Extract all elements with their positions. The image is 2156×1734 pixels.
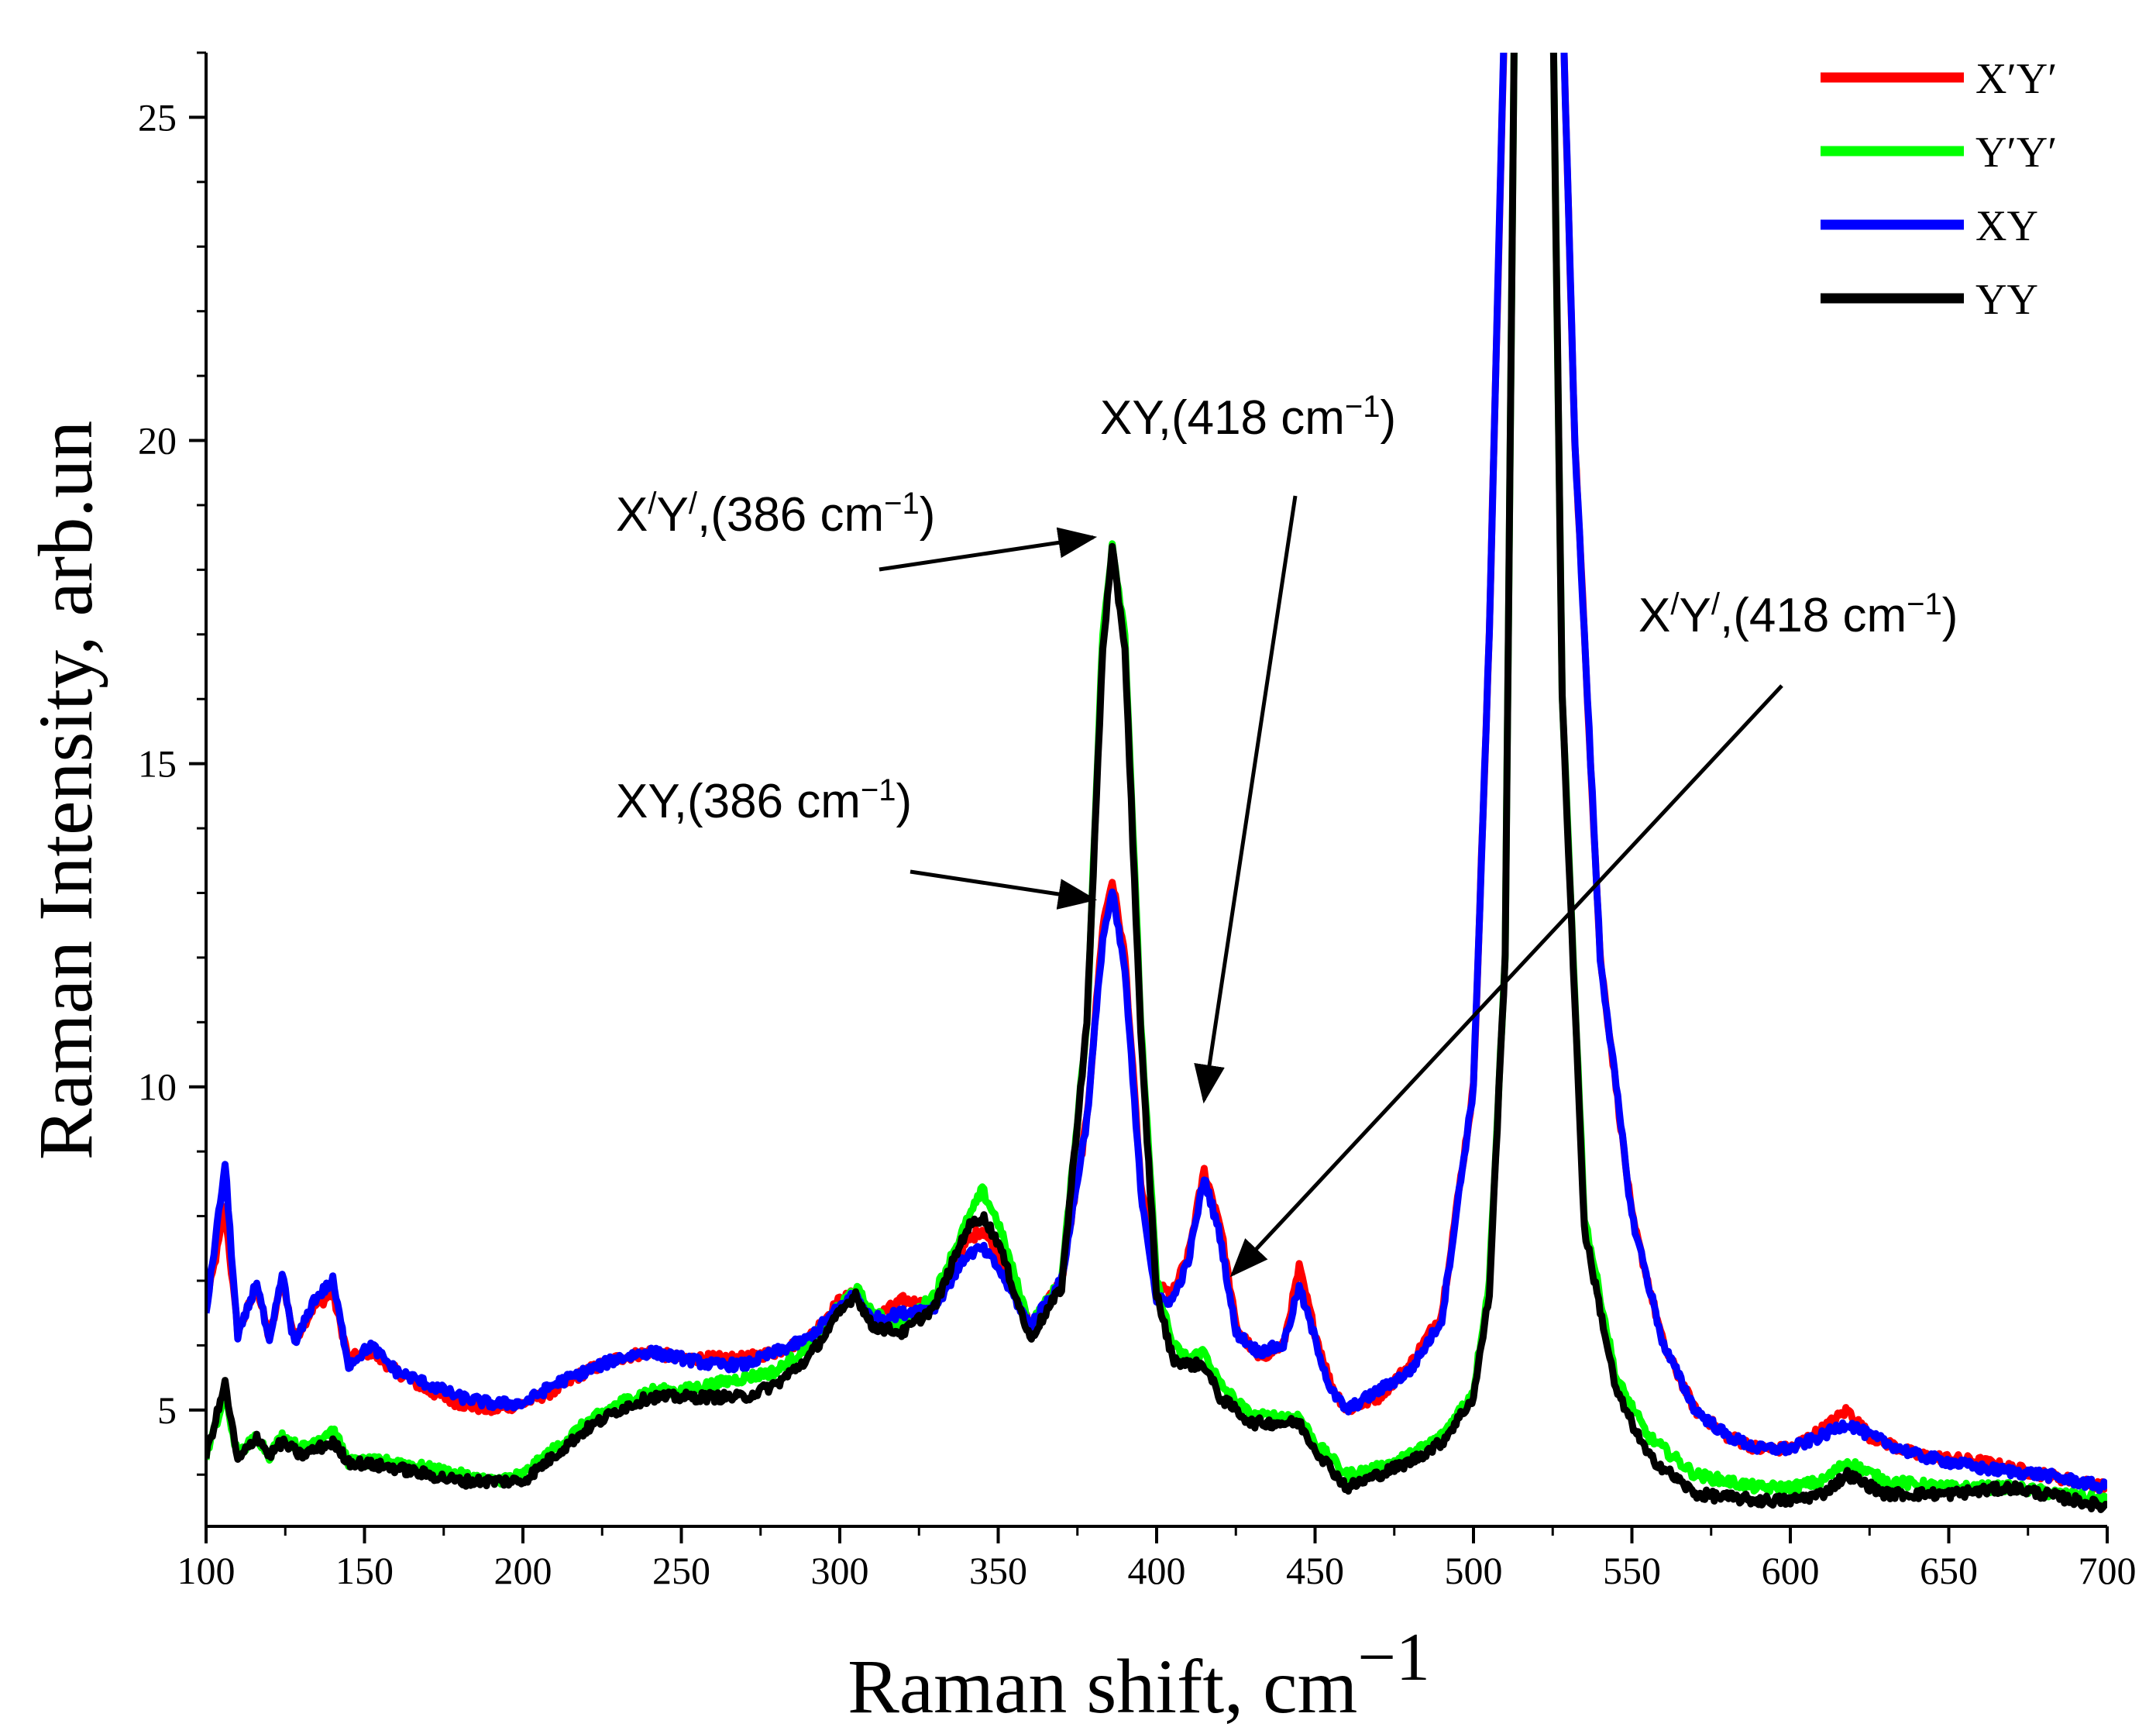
y-tick-label: 10: [138, 1065, 177, 1109]
x-tick-label: 550: [1603, 1549, 1661, 1592]
y-axis-title: Raman Intensity, arb.un: [22, 421, 108, 1160]
x-axis-title: Raman shift, cm−1: [848, 1620, 1430, 1729]
x-tick-label: 700: [2079, 1549, 2137, 1592]
series-layer: [206, 53, 2107, 1513]
x-tick-label: 200: [494, 1549, 552, 1592]
x-tick-label: 100: [177, 1549, 236, 1592]
y-tick-label: 5: [157, 1388, 177, 1432]
annotation-arrow: [1229, 684, 1783, 1278]
annotation-label: XY,(418 cm−1): [1100, 390, 1396, 445]
annotations: X/Y/,(386 cm−1) XY,(386 cm−1) XY,(418 cm−1…: [616, 390, 1958, 1278]
x-tick-label: 600: [1762, 1549, 1820, 1592]
y-tick-label: 25: [138, 95, 177, 139]
legend-label: YY: [1975, 276, 2038, 324]
annotation-label: X/Y/,(386 cm−1): [616, 487, 935, 542]
x-tick-label: 650: [1920, 1549, 1978, 1592]
annotation-label: X/Y/,(418 cm−1): [1638, 587, 1958, 642]
annotation-arrow: [910, 869, 1098, 910]
x-tick-label: 400: [1128, 1549, 1186, 1592]
y-tick-label: 20: [138, 419, 177, 463]
annotation-arrow: [1194, 495, 1298, 1104]
x-tick-label: 250: [652, 1549, 710, 1592]
x-tick-label: 300: [811, 1549, 869, 1592]
series-line-3: [206, 53, 2107, 1513]
annotation-arrow: [879, 527, 1098, 572]
y-tick-label: 15: [138, 742, 177, 786]
legend-label: XY: [1975, 202, 2038, 250]
x-tick-label: 500: [1445, 1549, 1503, 1592]
annotation-label: XY,(386 cm−1): [616, 773, 912, 828]
legend: X′Y′ Y′Y′ XY YY: [1821, 55, 2057, 324]
x-tick-label: 350: [969, 1549, 1027, 1592]
axes-layer: 100 150 200 250 300 350 400 450 500 550 600 650 700 5…: [138, 51, 2137, 1592]
x-tick-label: 450: [1286, 1549, 1344, 1592]
legend-label: Y′Y′: [1975, 129, 2057, 177]
legend-label: X′Y′: [1975, 55, 2057, 103]
x-tick-label: 150: [335, 1549, 394, 1592]
